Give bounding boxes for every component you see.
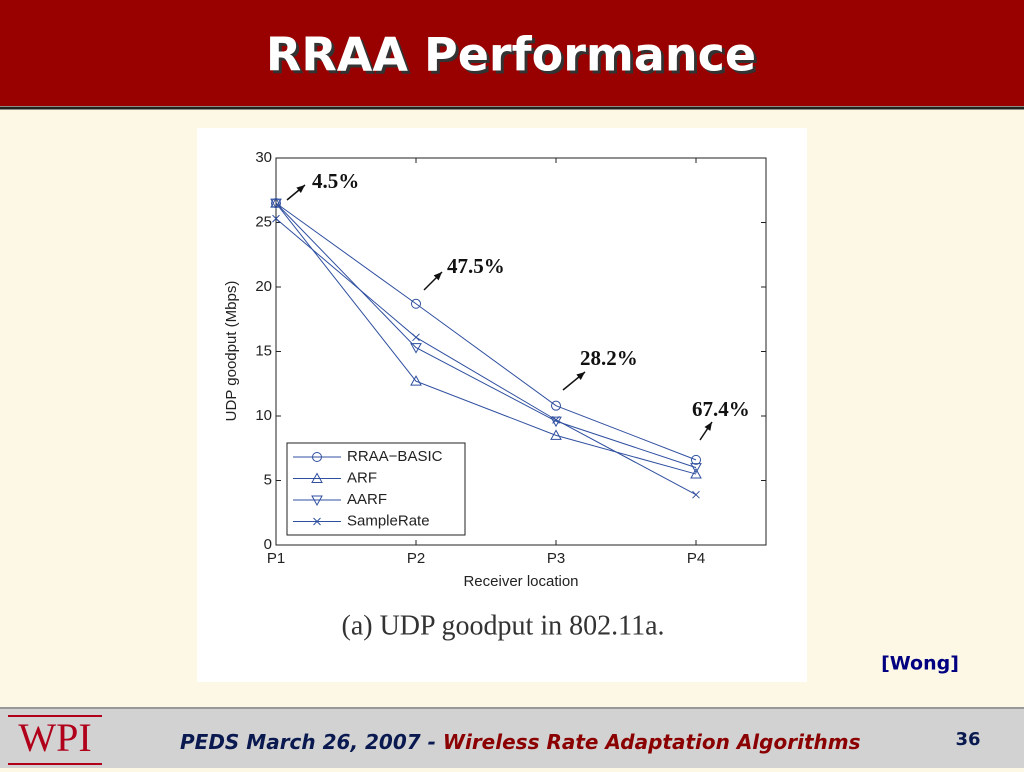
- y-axis-label: UDP goodput (Mbps): [223, 281, 240, 422]
- slide-title: RRAA Performance: [266, 28, 756, 82]
- y-tick-label: 10: [255, 407, 272, 424]
- marker: [692, 490, 700, 499]
- marker: [552, 416, 560, 424]
- marker: [690, 463, 702, 474]
- series-line: [275, 202, 697, 461]
- legend-box: [286, 442, 466, 536]
- marker: [691, 454, 701, 465]
- marker: [410, 343, 422, 354]
- y-tick-label: 15: [255, 342, 272, 359]
- marker: [412, 333, 420, 342]
- x-tick-label: P1: [267, 550, 285, 567]
- marker: [410, 375, 422, 386]
- marker: [312, 452, 322, 462]
- y-tick-label: 20: [255, 278, 272, 295]
- x-axis-label: Receiver location: [463, 573, 578, 590]
- annotation: 67.4%: [692, 397, 750, 421]
- legend-label: AARF: [347, 491, 387, 508]
- footer-topic: Wireless Rate Adaptation Algorithms: [443, 730, 861, 754]
- citation: [Wong]: [881, 653, 959, 675]
- marker: [690, 468, 702, 479]
- page-number: 36: [955, 729, 980, 750]
- series-line: [275, 218, 697, 496]
- x-tick-label: P4: [687, 550, 705, 567]
- marker: [411, 298, 421, 309]
- annotation: 47.5%: [447, 254, 505, 278]
- header-band: [0, 0, 1024, 106]
- marker: [551, 400, 561, 411]
- legend-label: SampleRate: [347, 512, 430, 529]
- chart-panel: [197, 128, 807, 682]
- marker: [550, 429, 562, 440]
- annotation: 28.2%: [580, 346, 638, 370]
- series-line: [275, 202, 697, 469]
- arrow-head: [433, 272, 442, 281]
- x-tick-label: P3: [547, 550, 565, 567]
- legend-label: RRAA−BASIC: [347, 448, 443, 465]
- chart-caption: (a) UDP goodput in 802.11a.: [342, 610, 665, 641]
- y-tick-label: 5: [264, 471, 272, 488]
- arrow-head: [576, 372, 585, 380]
- arrow-head: [296, 185, 305, 193]
- marker: [311, 472, 323, 483]
- marker: [270, 198, 282, 210]
- marker: [311, 495, 323, 507]
- logo: WPI: [18, 715, 91, 760]
- footer-event: PEDS March 26, 2007 -: [180, 730, 436, 754]
- y-tick-label: 30: [255, 149, 272, 166]
- footer-text: PEDS March 26, 2007 - Wireless Rate Adap…: [180, 730, 861, 754]
- footer-band: [0, 708, 1024, 768]
- annotation: 4.5%: [312, 169, 359, 193]
- title-shadow: RRAA Performance: [269, 31, 759, 85]
- y-tick-label: 25: [255, 213, 272, 230]
- marker: [313, 517, 321, 526]
- marker: [272, 214, 280, 223]
- x-tick-label: P2: [407, 550, 425, 567]
- series-line: [275, 202, 697, 475]
- legend-label: ARF: [347, 469, 377, 486]
- arrow-head: [704, 422, 712, 431]
- y-tick-label: 0: [264, 536, 272, 553]
